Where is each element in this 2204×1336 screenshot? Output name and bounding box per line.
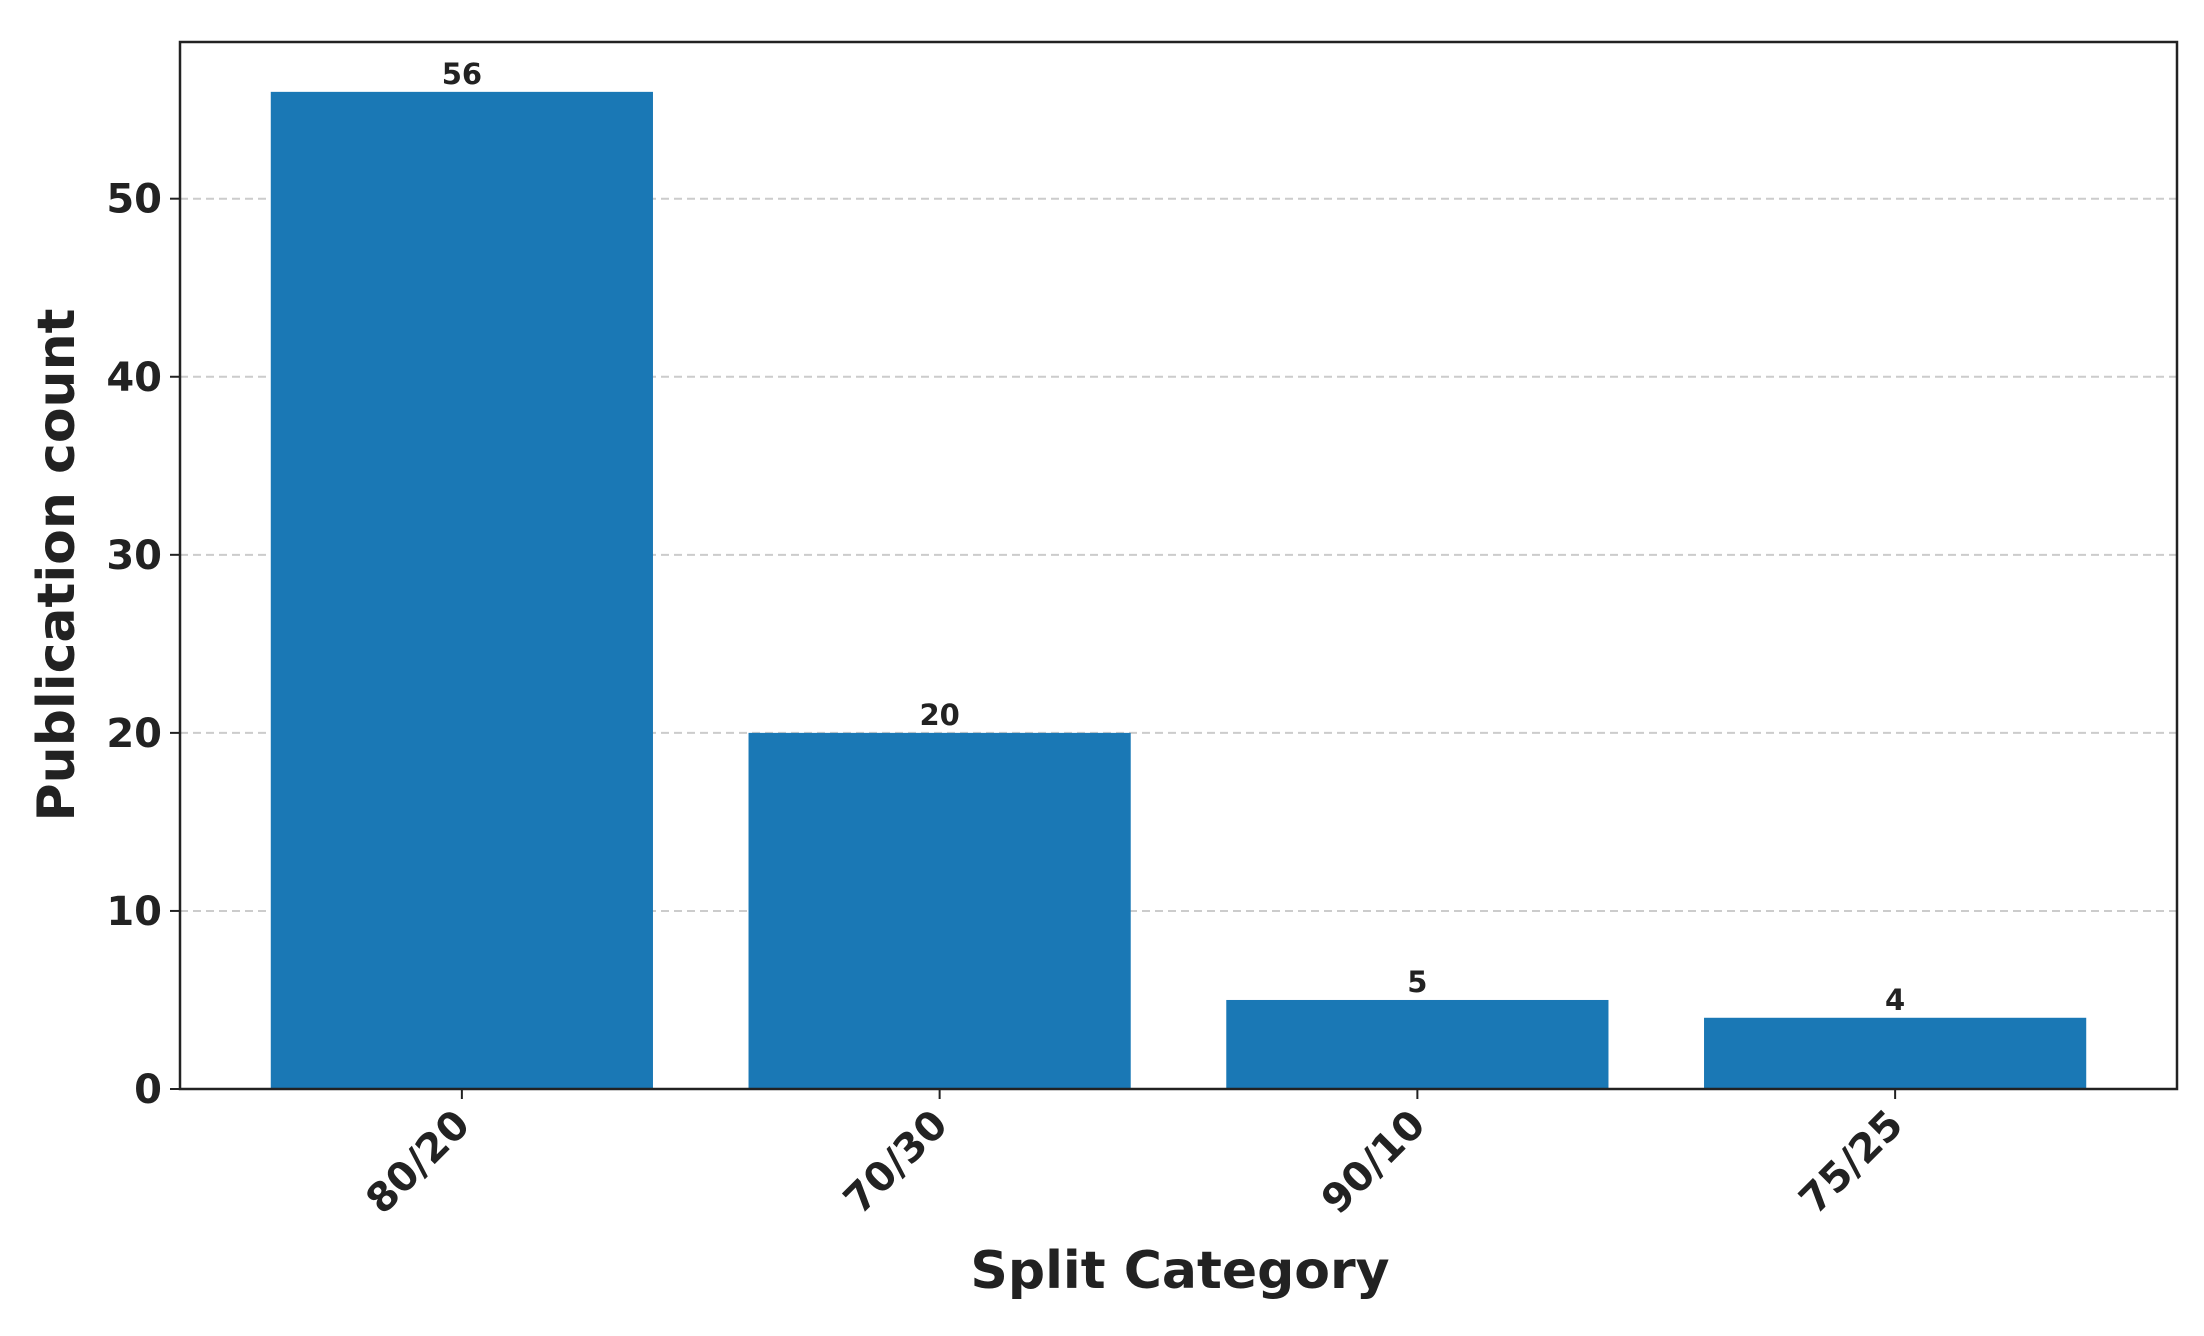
bar: [748, 732, 1131, 1089]
y-tick-label: 50: [106, 177, 162, 223]
x-tick-label: 70/30: [835, 1102, 957, 1224]
bar: [1704, 1017, 2087, 1089]
x-tick-label: 75/25: [1791, 1102, 1913, 1224]
plot-frame: [178, 40, 2179, 1091]
y-tick-label: 10: [106, 889, 162, 935]
y-tick-label: 30: [106, 533, 162, 579]
value-label: 56: [442, 57, 482, 91]
value-label: 4: [1885, 983, 1905, 1017]
value-label: 5: [1407, 965, 1427, 999]
x-tick-label: 80/20: [357, 1102, 479, 1224]
x-axis-label: Split Category: [970, 1241, 1389, 1301]
y-axis-label: Publication count: [27, 309, 87, 822]
x-tick-label: 90/10: [1313, 1102, 1435, 1224]
y-tick-label: 40: [106, 355, 162, 401]
y-tick-label: 0: [134, 1067, 162, 1113]
value-label: 20: [919, 698, 959, 732]
bar: [1226, 999, 1609, 1089]
y-tick-label: 20: [106, 711, 162, 757]
bar: [270, 91, 653, 1090]
